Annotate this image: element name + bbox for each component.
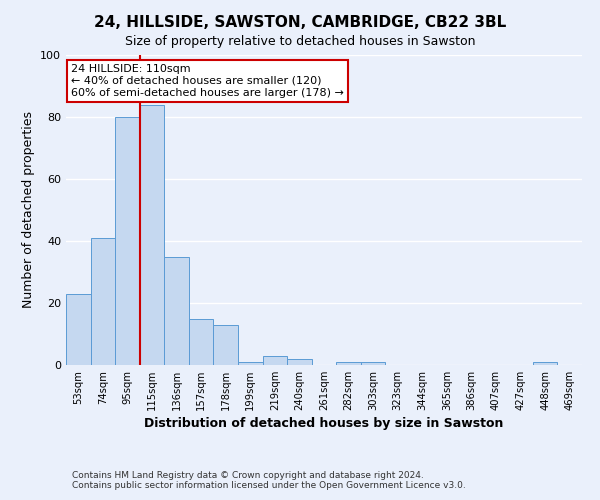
- Text: 24 HILLSIDE: 110sqm
← 40% of detached houses are smaller (120)
60% of semi-detac: 24 HILLSIDE: 110sqm ← 40% of detached ho…: [71, 64, 344, 98]
- Y-axis label: Number of detached properties: Number of detached properties: [22, 112, 35, 308]
- Bar: [164, 256, 189, 365]
- Text: Contains HM Land Registry data © Crown copyright and database right 2024.
Contai: Contains HM Land Registry data © Crown c…: [72, 470, 466, 490]
- Bar: [214, 324, 238, 365]
- Bar: [189, 318, 214, 365]
- Bar: [361, 362, 385, 365]
- Bar: [287, 359, 312, 365]
- X-axis label: Distribution of detached houses by size in Sawston: Distribution of detached houses by size …: [145, 417, 503, 430]
- Bar: [66, 294, 91, 365]
- Bar: [336, 362, 361, 365]
- Bar: [238, 362, 263, 365]
- Bar: [140, 104, 164, 365]
- Bar: [263, 356, 287, 365]
- Text: Size of property relative to detached houses in Sawston: Size of property relative to detached ho…: [125, 35, 475, 48]
- Bar: [91, 238, 115, 365]
- Bar: [533, 362, 557, 365]
- Text: 24, HILLSIDE, SAWSTON, CAMBRIDGE, CB22 3BL: 24, HILLSIDE, SAWSTON, CAMBRIDGE, CB22 3…: [94, 15, 506, 30]
- Bar: [115, 117, 140, 365]
